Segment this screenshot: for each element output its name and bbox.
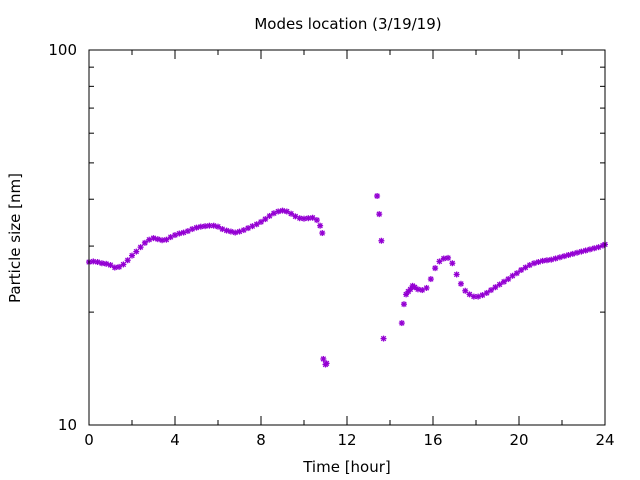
data-point xyxy=(436,258,443,265)
data-point xyxy=(258,218,264,225)
data-point xyxy=(423,284,430,291)
data-point xyxy=(548,256,555,263)
data-point xyxy=(116,263,123,270)
data-points xyxy=(86,193,608,368)
data-point xyxy=(319,230,326,237)
data-point xyxy=(176,230,183,237)
data-point xyxy=(492,284,499,291)
data-point xyxy=(275,208,282,215)
data-point xyxy=(223,227,230,234)
data-point xyxy=(427,276,434,283)
data-point xyxy=(483,289,490,296)
y-tick-label: 10 xyxy=(58,416,77,434)
data-point xyxy=(266,212,273,219)
data-point xyxy=(591,245,598,252)
data-point xyxy=(111,264,118,271)
data-point xyxy=(163,236,170,243)
x-tick-label: 12 xyxy=(337,431,356,449)
data-point xyxy=(457,280,464,287)
data-point xyxy=(283,208,290,215)
data-point xyxy=(535,259,542,266)
data-point xyxy=(513,270,520,277)
data-point xyxy=(262,216,269,223)
data-point xyxy=(374,193,381,200)
data-point xyxy=(509,272,516,279)
data-point xyxy=(288,210,295,217)
data-point xyxy=(90,258,97,265)
data-point xyxy=(279,207,286,214)
data-point xyxy=(202,223,209,230)
data-point xyxy=(107,262,114,269)
data-point xyxy=(445,254,452,261)
data-point xyxy=(98,260,105,267)
data-point xyxy=(440,255,447,262)
data-point xyxy=(380,335,387,342)
data-point xyxy=(552,255,559,262)
data-point xyxy=(586,246,593,253)
data-point xyxy=(561,253,568,260)
x-tick-label: 0 xyxy=(84,431,94,449)
data-point xyxy=(398,320,405,327)
data-point xyxy=(378,237,385,244)
data-point xyxy=(376,211,383,218)
plot-frame xyxy=(88,49,606,426)
x-axis-label: Time [hour] xyxy=(302,458,391,476)
data-point xyxy=(488,287,495,294)
x-tick-label: 8 xyxy=(256,431,266,449)
data-point xyxy=(129,252,135,259)
data-point xyxy=(253,221,260,228)
chart-title: Modes location (3/19/19) xyxy=(254,15,441,33)
data-point xyxy=(94,259,101,266)
data-point xyxy=(432,265,439,272)
data-point xyxy=(124,257,131,264)
x-tick-label: 16 xyxy=(423,431,442,449)
data-point xyxy=(453,271,460,278)
data-point xyxy=(232,229,239,236)
x-tick-label: 4 xyxy=(170,431,180,449)
x-tick-label: 20 xyxy=(509,431,528,449)
data-point xyxy=(449,260,456,267)
data-point xyxy=(505,276,512,283)
data-point xyxy=(569,250,576,257)
data-point xyxy=(206,222,213,229)
y-axis-label: Particle size [nm] xyxy=(6,173,24,303)
data-point xyxy=(215,223,221,230)
data-point xyxy=(193,224,200,231)
data-point xyxy=(574,249,581,256)
data-point xyxy=(120,261,127,268)
data-point xyxy=(150,235,157,242)
data-point xyxy=(518,267,525,274)
data-point xyxy=(462,287,469,294)
data-point xyxy=(531,260,538,267)
data-point xyxy=(323,360,330,367)
data-point xyxy=(496,281,503,288)
data-point xyxy=(556,254,563,261)
data-point xyxy=(103,260,110,267)
data-point xyxy=(466,291,473,298)
data-point xyxy=(317,222,324,229)
y-tick-label: 100 xyxy=(48,41,77,59)
x-tick-label: 24 xyxy=(595,431,614,449)
data-point xyxy=(313,217,320,224)
data-point xyxy=(320,355,327,362)
data-point xyxy=(400,301,407,308)
data-point xyxy=(227,228,234,235)
data-point xyxy=(309,214,316,221)
data-point xyxy=(565,252,572,259)
data-point xyxy=(414,286,421,293)
data-point xyxy=(137,244,144,251)
data-point xyxy=(582,247,589,254)
data-point xyxy=(578,248,585,255)
data-point xyxy=(154,236,161,243)
data-point xyxy=(141,239,148,246)
data-point xyxy=(133,248,140,255)
data-point xyxy=(210,222,217,229)
data-point xyxy=(500,278,507,285)
data-point xyxy=(522,264,529,271)
tick-labels: 0 4 8 12 16 20 24 10 100 xyxy=(48,41,614,449)
